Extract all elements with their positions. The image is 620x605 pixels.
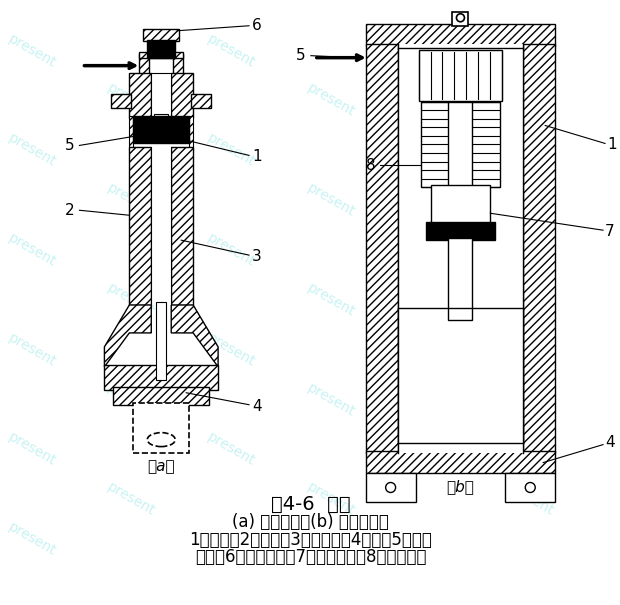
Bar <box>366 451 555 473</box>
Bar <box>366 24 555 46</box>
Text: present: present <box>205 231 257 269</box>
Text: present: present <box>304 181 357 220</box>
Bar <box>140 51 183 57</box>
Bar <box>397 44 523 453</box>
Bar <box>133 116 189 143</box>
Bar <box>130 116 133 151</box>
Text: present: present <box>105 81 157 120</box>
Circle shape <box>386 483 396 492</box>
Text: present: present <box>404 31 457 70</box>
Bar <box>191 94 211 108</box>
Text: present: present <box>404 231 457 269</box>
Circle shape <box>456 14 464 22</box>
Bar <box>148 40 175 57</box>
Text: 8: 8 <box>366 158 376 173</box>
Text: present: present <box>5 430 58 469</box>
Bar <box>366 44 397 453</box>
Bar <box>151 148 171 305</box>
Bar <box>418 50 502 100</box>
Text: 1: 1 <box>607 137 617 152</box>
Bar <box>448 238 472 320</box>
Bar <box>502 308 523 443</box>
Text: present: present <box>304 81 357 120</box>
Bar <box>366 473 415 503</box>
Bar <box>523 44 555 453</box>
Circle shape <box>525 483 535 492</box>
Bar <box>113 387 209 405</box>
Text: 7: 7 <box>605 224 614 239</box>
Bar <box>505 473 555 503</box>
Text: 5: 5 <box>64 138 74 153</box>
Bar <box>154 114 168 125</box>
Bar <box>130 148 151 305</box>
Bar <box>397 308 420 443</box>
Text: present: present <box>105 381 157 419</box>
Text: 2: 2 <box>64 203 74 218</box>
Text: present: present <box>105 181 157 220</box>
Bar <box>453 11 469 26</box>
Text: present: present <box>504 181 557 220</box>
Text: present: present <box>504 480 557 518</box>
Text: present: present <box>105 281 157 319</box>
Text: present: present <box>304 381 357 419</box>
Text: present: present <box>504 281 557 319</box>
Ellipse shape <box>148 433 175 446</box>
Text: present: present <box>504 381 557 419</box>
Bar <box>430 185 490 225</box>
Bar <box>112 94 131 108</box>
Bar <box>173 54 183 76</box>
Bar <box>130 73 151 117</box>
Text: 3: 3 <box>252 249 262 264</box>
Bar <box>104 365 218 390</box>
Text: present: present <box>304 281 357 319</box>
Text: present: present <box>205 430 257 469</box>
Bar <box>143 29 179 41</box>
Bar <box>171 73 193 117</box>
Bar <box>189 116 193 151</box>
Bar <box>171 148 193 305</box>
Text: （a）: （a） <box>148 459 175 474</box>
Text: present: present <box>404 131 457 169</box>
Text: 1: 1 <box>252 149 262 164</box>
Bar <box>156 302 166 380</box>
Text: present: present <box>404 330 457 369</box>
Text: present: present <box>5 330 58 369</box>
Bar <box>425 222 495 240</box>
Text: present: present <box>404 430 457 469</box>
Bar <box>448 102 472 188</box>
Bar <box>140 54 149 76</box>
Text: present: present <box>5 231 58 269</box>
Text: 上部；6－换向阀门；7－锤的垫座；8－汽缸部分: 上部；6－换向阀门；7－锤的垫座；8－汽缸部分 <box>195 548 427 566</box>
Text: 5: 5 <box>296 48 306 63</box>
Text: present: present <box>205 330 257 369</box>
Text: present: present <box>205 31 257 70</box>
Bar <box>151 73 171 117</box>
Bar <box>133 403 189 453</box>
Text: present: present <box>5 520 58 558</box>
Text: present: present <box>304 480 357 518</box>
Text: present: present <box>105 480 157 518</box>
Text: present: present <box>5 131 58 169</box>
Polygon shape <box>104 305 151 367</box>
Text: 4: 4 <box>252 399 262 414</box>
Text: present: present <box>5 31 58 70</box>
Text: 1－汽缸；2－活塞；3－活塞杆；4－桩；5－活塞: 1－汽缸；2－活塞；3－活塞杆；4－桩；5－活塞 <box>189 531 432 549</box>
Text: 6: 6 <box>252 18 262 33</box>
Text: 图4-6  汽锤: 图4-6 汽锤 <box>271 495 351 514</box>
Text: present: present <box>205 131 257 169</box>
Text: present: present <box>504 81 557 120</box>
Text: 4: 4 <box>605 435 614 450</box>
Text: （b）: （b） <box>446 479 474 494</box>
Bar <box>420 102 500 188</box>
Text: (a) 单动汽锤；(b) 双动汽锤；: (a) 单动汽锤；(b) 双动汽锤； <box>232 514 389 531</box>
Polygon shape <box>171 305 218 367</box>
